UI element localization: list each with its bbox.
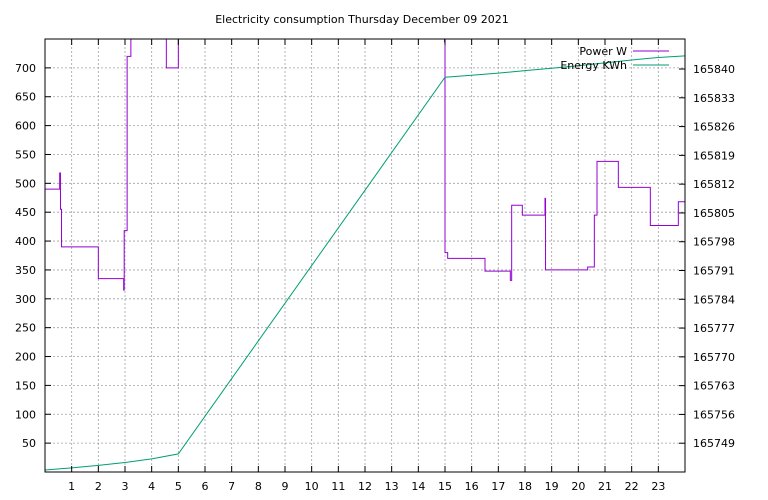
x-tick-label: 21: [598, 480, 612, 493]
y2-tick-label: 165756: [693, 408, 735, 421]
x-tick-label: 17: [491, 480, 505, 493]
y-tick-label: 300: [15, 293, 36, 306]
y2-tick-label: 165805: [693, 207, 735, 220]
y2-tick-label: 165798: [693, 236, 735, 249]
y-tick-label: 600: [15, 120, 36, 133]
x-tick-label: 12: [358, 480, 372, 493]
y2-tick-label: 165791: [693, 265, 735, 278]
y-tick-label: 500: [15, 177, 36, 190]
x-tick-label: 23: [651, 480, 665, 493]
x-tick-label: 19: [545, 480, 559, 493]
y-tick-label: 450: [15, 206, 36, 219]
y2-tick-label: 165770: [693, 351, 735, 364]
y-tick-label: 350: [15, 264, 36, 277]
y2-tick-label: 165826: [693, 121, 735, 134]
x-tick-label: 9: [282, 480, 289, 493]
legend-label: Energy KWh: [560, 59, 627, 72]
x-tick-label: 6: [202, 480, 209, 493]
y-tick-label: 100: [15, 408, 36, 421]
y-tick-label: 150: [15, 379, 36, 392]
series-line-power-w: [45, 39, 685, 291]
x-tick-label: 13: [385, 480, 399, 493]
grid: [45, 39, 685, 472]
y-tick-label: 550: [15, 148, 36, 161]
x-tick-label: 20: [571, 480, 585, 493]
y2-tick-label: 165812: [693, 178, 735, 191]
y-tick-label: 400: [15, 235, 36, 248]
axis-ticks: 1 2 3 4 5 6 7 8 9 10 11 12 13 14 15 16 17 18 19 20 21 22 23501…: [15, 39, 735, 493]
chart-title: Electricity consumption Thursday Decembe…: [215, 13, 509, 26]
x-tick-label: 11: [331, 480, 345, 493]
legend-label: Power W: [579, 45, 627, 58]
y-tick-label: 700: [15, 62, 36, 75]
x-tick-label: 5: [175, 480, 182, 493]
y2-tick-label: 165777: [693, 322, 735, 335]
plot-frame: [44, 38, 686, 473]
x-tick-label: 7: [228, 480, 235, 493]
x-tick-label: 18: [518, 480, 532, 493]
series-line-energy-kwh: [45, 55, 685, 471]
x-tick-label: 3: [122, 480, 129, 493]
x-tick-label: 14: [411, 480, 425, 493]
x-tick-label: 22: [625, 480, 639, 493]
y2-tick-label: 165840: [693, 63, 735, 76]
y2-tick-label: 165784: [693, 293, 735, 306]
x-tick-label: 16: [465, 480, 479, 493]
y2-tick-label: 165749: [693, 437, 735, 450]
y-tick-label: 50: [22, 437, 36, 450]
plot-series: [45, 39, 685, 471]
x-tick-label: 8: [255, 480, 262, 493]
x-tick-label: 15: [438, 480, 452, 493]
x-tick-label: 4: [148, 480, 155, 493]
x-tick-label: 2: [95, 480, 102, 493]
y2-tick-label: 165819: [693, 149, 735, 162]
y-tick-label: 200: [15, 351, 36, 364]
y-tick-label: 650: [15, 91, 36, 104]
y2-tick-label: 165833: [693, 92, 735, 105]
y2-tick-label: 165763: [693, 380, 735, 393]
y-tick-label: 250: [15, 322, 36, 335]
x-tick-label: 1: [68, 480, 75, 493]
x-tick-label: 10: [305, 480, 319, 493]
